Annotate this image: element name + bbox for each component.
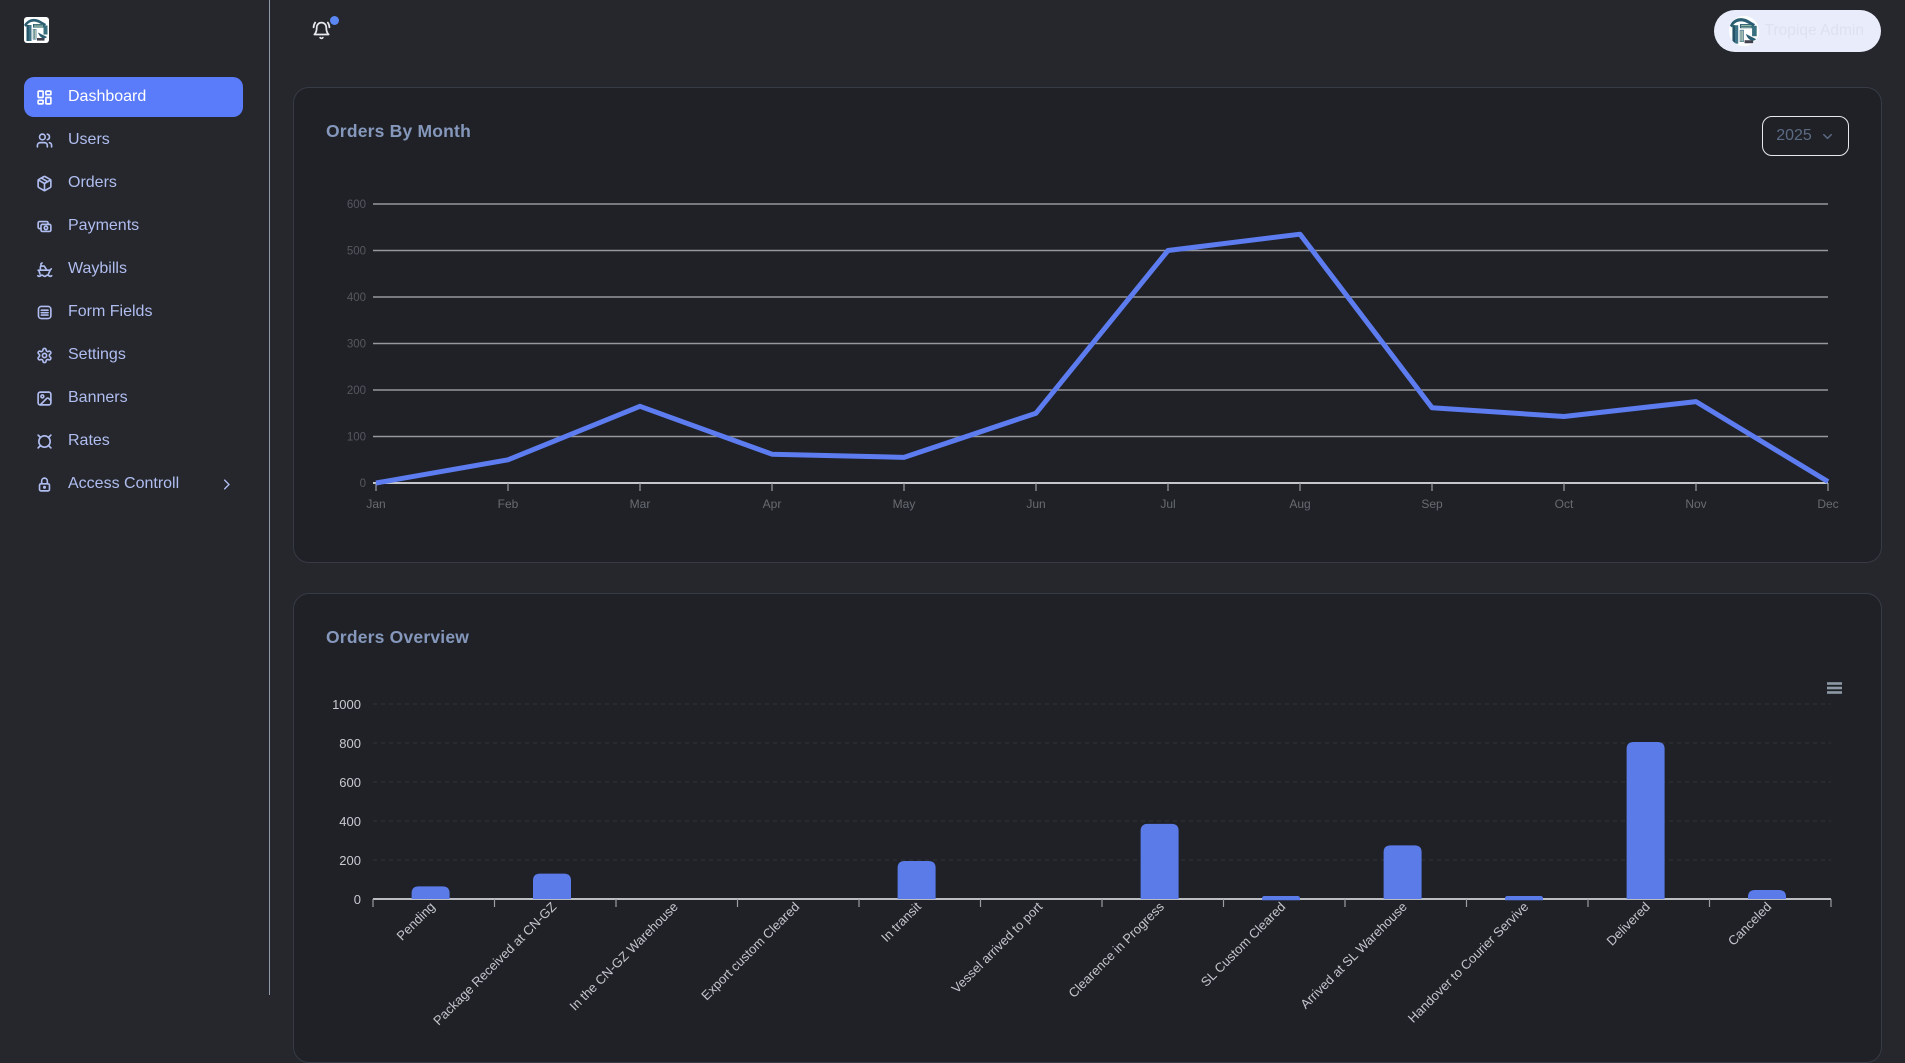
svg-text:Feb: Feb — [498, 497, 519, 511]
svg-text:In the CN-GZ Warehouse: In the CN-GZ Warehouse — [566, 899, 680, 1013]
svg-text:600: 600 — [339, 775, 361, 790]
svg-text:1000: 1000 — [332, 697, 361, 712]
svg-text:400: 400 — [347, 292, 366, 304]
svg-text:Aug: Aug — [1289, 497, 1310, 511]
svg-text:Mar: Mar — [630, 497, 651, 511]
svg-text:200: 200 — [347, 385, 366, 397]
svg-text:May: May — [893, 497, 916, 511]
svg-text:100: 100 — [347, 432, 366, 444]
svg-text:Export custom Cleared: Export custom Cleared — [698, 899, 802, 1003]
svg-text:Canceled: Canceled — [1725, 899, 1774, 948]
svg-text:Jul: Jul — [1160, 497, 1175, 511]
svg-text:Dec: Dec — [1817, 497, 1838, 511]
svg-text:Vessel arrived to port: Vessel arrived to port — [948, 899, 1045, 996]
svg-text:In transit: In transit — [878, 899, 924, 945]
svg-text:Apr: Apr — [763, 497, 782, 511]
svg-text:300: 300 — [347, 339, 366, 351]
svg-text:Oct: Oct — [1555, 497, 1574, 511]
svg-text:Jun: Jun — [1026, 497, 1045, 511]
svg-text:600: 600 — [347, 199, 366, 211]
svg-text:0: 0 — [354, 892, 361, 907]
svg-text:500: 500 — [347, 246, 366, 258]
svg-text:Delivered: Delivered — [1603, 899, 1652, 948]
svg-text:Jan: Jan — [366, 497, 385, 511]
svg-text:Pending: Pending — [394, 899, 438, 943]
svg-text:SL Custom Cleared: SL Custom Cleared — [1198, 899, 1288, 989]
svg-text:Handover to Courier Servive: Handover to Courier Servive — [1405, 899, 1532, 1026]
svg-text:Sep: Sep — [1421, 497, 1443, 511]
svg-text:Clearence in Progress: Clearence in Progress — [1065, 899, 1167, 1001]
svg-text:800: 800 — [339, 736, 361, 751]
svg-text:Package Received at CN-GZ: Package Received at CN-GZ — [430, 899, 559, 1028]
svg-text:0: 0 — [360, 478, 366, 490]
svg-text:400: 400 — [339, 814, 361, 829]
svg-text:Nov: Nov — [1685, 497, 1706, 511]
svg-text:200: 200 — [339, 853, 361, 868]
